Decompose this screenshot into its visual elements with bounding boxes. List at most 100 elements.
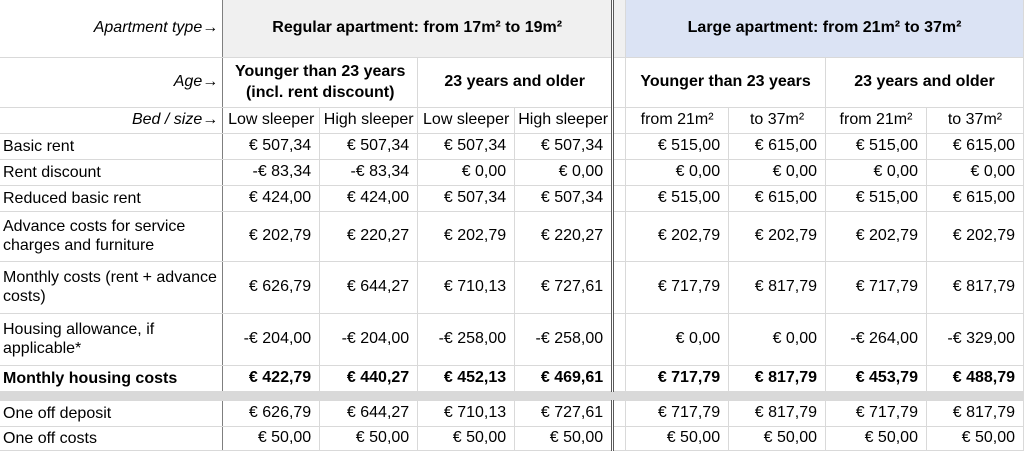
table-cell: € 202,79 xyxy=(825,211,927,262)
table-cell: € 507,34 xyxy=(514,184,614,212)
row-label: Reduced basic rent xyxy=(0,184,224,212)
table-cell: -€ 83,34 xyxy=(319,159,419,186)
table-cell: € 0,00 xyxy=(728,159,827,186)
table-cell: € 202,79 xyxy=(625,211,730,262)
table-cell: € 50,00 xyxy=(825,426,927,451)
row-label: Basic rent xyxy=(0,132,224,160)
row-label: One off costs xyxy=(0,426,224,451)
table-cell: € 0,00 xyxy=(625,313,730,366)
regular-age-young: Younger than 23 years (incl. rent discou… xyxy=(222,57,419,108)
table-row: Rent discount -€ 83,34 -€ 83,34 € 0,00 €… xyxy=(0,159,1024,186)
table-cell: € 469,61 xyxy=(514,365,614,392)
table-cell: € 202,79 xyxy=(417,211,516,262)
large-apartment-title: Large apartment: from 21m² to 37m² xyxy=(625,0,1024,58)
table-cell: € 717,79 xyxy=(625,260,730,314)
table-cell: € 507,34 xyxy=(417,132,516,160)
table-cell: -€ 204,00 xyxy=(222,313,321,366)
header-row-age: Age→ Younger than 23 years (incl. rent d… xyxy=(0,57,1024,108)
table-cell: € 817,79 xyxy=(728,400,827,427)
column-divider xyxy=(611,107,627,134)
row-label: Housing allowance, if applicable* xyxy=(0,313,224,366)
table-row: One off deposit € 626,79 € 644,27 € 710,… xyxy=(0,400,1024,427)
table-cell: € 727,61 xyxy=(514,400,614,427)
table-cell: € 202,79 xyxy=(728,211,827,262)
table-cell: € 488,79 xyxy=(926,365,1024,392)
column-divider xyxy=(611,365,627,392)
table-cell: € 644,27 xyxy=(319,400,419,427)
table-cell: € 507,34 xyxy=(417,184,516,212)
table-cell: € 0,00 xyxy=(728,313,827,366)
table-cell: -€ 83,34 xyxy=(222,159,321,186)
column-divider xyxy=(611,57,627,108)
table-cell: € 515,00 xyxy=(825,132,927,160)
bed-size-label: Bed / size→ xyxy=(0,107,224,134)
table-cell: € 50,00 xyxy=(728,426,827,451)
table-cell: € 440,27 xyxy=(319,365,419,392)
large-age-old: 23 years and older xyxy=(825,57,1024,108)
row-label: Monthly costs (rent + advance costs) xyxy=(0,260,224,314)
table-cell: € 50,00 xyxy=(926,426,1024,451)
table-cell: € 50,00 xyxy=(417,426,516,451)
bed-size-cell: Low sleeper xyxy=(417,107,516,134)
table-cell: € 220,27 xyxy=(319,211,419,262)
table-cell: € 0,00 xyxy=(417,159,516,186)
table-cell: € 0,00 xyxy=(625,159,730,186)
table-cell: € 644,27 xyxy=(319,260,419,314)
column-divider xyxy=(611,211,627,262)
table-cell: € 50,00 xyxy=(514,426,614,451)
table-cell: € 710,13 xyxy=(417,400,516,427)
table-cell: € 615,00 xyxy=(926,184,1024,212)
table-cell: € 615,00 xyxy=(926,132,1024,160)
column-divider xyxy=(611,132,627,160)
table-cell: € 626,79 xyxy=(222,400,321,427)
header-row-apartment-type: Apartment type→ Regular apartment: from … xyxy=(0,0,1024,58)
table-cell: € 50,00 xyxy=(222,426,321,451)
table-cell: € 507,34 xyxy=(222,132,321,160)
table-cell: € 202,79 xyxy=(926,211,1024,262)
table-cell: € 626,79 xyxy=(222,260,321,314)
table-cell: € 50,00 xyxy=(625,426,730,451)
table-cell: € 507,34 xyxy=(514,132,614,160)
table-cell: € 507,34 xyxy=(319,132,419,160)
separator-band xyxy=(0,391,1024,401)
age-label: Age→ xyxy=(0,57,224,108)
table-cell: € 424,00 xyxy=(319,184,419,212)
table-row: Advance costs for service charges and fu… xyxy=(0,211,1024,262)
regular-apartment-title: Regular apartment: from 17m² to 19m² xyxy=(222,0,614,58)
table-cell: € 453,79 xyxy=(825,365,927,392)
table-cell: € 615,00 xyxy=(728,184,827,212)
table-cell: € 220,27 xyxy=(514,211,614,262)
table-cell: € 817,79 xyxy=(926,260,1024,314)
table-row: Basic rent € 507,34 € 507,34 € 507,34 € … xyxy=(0,132,1024,160)
table-cell: € 710,13 xyxy=(417,260,516,314)
table-cell: € 50,00 xyxy=(319,426,419,451)
column-divider xyxy=(611,260,627,314)
row-label: Monthly housing costs xyxy=(0,365,224,392)
table-cell: € 727,61 xyxy=(514,260,614,314)
row-label: One off deposit xyxy=(0,400,224,427)
row-label: Rent discount xyxy=(0,159,224,186)
table-cell: € 202,79 xyxy=(222,211,321,262)
table-cell: € 717,79 xyxy=(825,260,927,314)
table-cell: € 717,79 xyxy=(825,400,927,427)
bed-size-cell: to 37m² xyxy=(728,107,827,134)
table-cell: -€ 204,00 xyxy=(319,313,419,366)
table-row: Monthly costs (rent + advance costs) € 6… xyxy=(0,260,1024,314)
row-label: Advance costs for service charges and fu… xyxy=(0,211,224,262)
table-cell: € 515,00 xyxy=(825,184,927,212)
table-cell: € 717,79 xyxy=(625,365,730,392)
table-cell: € 0,00 xyxy=(825,159,927,186)
bed-size-cell: High sleeper xyxy=(514,107,614,134)
bed-size-cell: from 21m² xyxy=(625,107,730,134)
table-cell: € 515,00 xyxy=(625,184,730,212)
bed-size-cell: from 21m² xyxy=(825,107,927,134)
table-cell: € 817,79 xyxy=(926,400,1024,427)
column-divider xyxy=(611,0,627,58)
column-divider xyxy=(611,426,627,451)
table-cell: € 452,13 xyxy=(417,365,516,392)
table-cell: € 515,00 xyxy=(625,132,730,160)
table-cell: € 717,79 xyxy=(625,400,730,427)
table-cell: € 422,79 xyxy=(222,365,321,392)
table-cell: € 0,00 xyxy=(514,159,614,186)
